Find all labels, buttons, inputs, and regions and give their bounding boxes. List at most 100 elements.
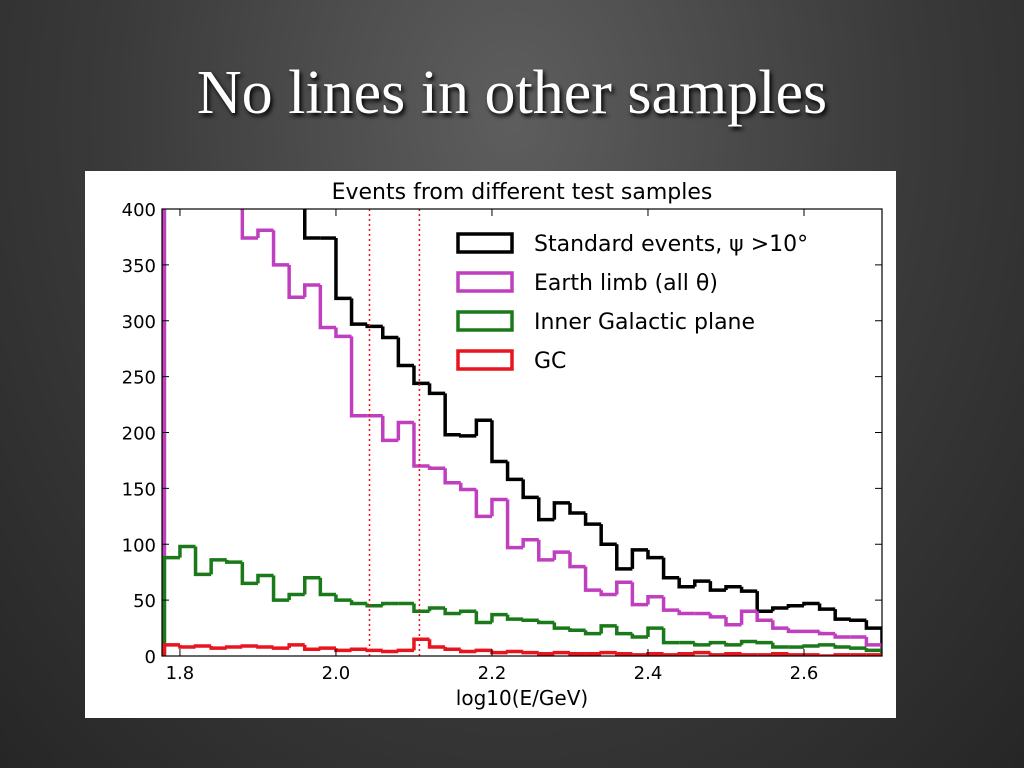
y-tick-label: 0 <box>145 647 156 668</box>
histogram-step <box>693 579 711 587</box>
histogram-step <box>615 625 633 636</box>
histogram-step <box>211 30 227 64</box>
histogram-step <box>334 327 352 339</box>
histogram-step <box>864 620 882 656</box>
histogram-step <box>224 559 243 564</box>
histogram-step <box>630 548 648 569</box>
histogram-step <box>303 209 321 240</box>
histogram-step <box>490 612 508 623</box>
histogram-step <box>271 230 290 267</box>
histogram-step <box>615 652 633 656</box>
histogram-step <box>178 644 196 649</box>
legend-swatch <box>456 271 514 293</box>
histogram-step <box>771 642 789 649</box>
histogram-step <box>242 86 258 108</box>
histogram-step <box>677 652 695 656</box>
histogram-step <box>661 653 680 656</box>
histogram-step <box>677 610 695 616</box>
histogram-step <box>537 539 555 562</box>
histogram-step <box>771 652 789 656</box>
histogram-step <box>505 461 524 482</box>
y-tick-label: 350 <box>122 256 156 277</box>
histogram-step <box>599 590 617 597</box>
histogram-step <box>755 640 773 645</box>
histogram-step <box>443 468 461 485</box>
histogram-step <box>661 628 680 645</box>
histogram-step <box>412 603 430 614</box>
histogram-step <box>349 647 368 652</box>
slide-title: No lines in other samples <box>196 59 828 127</box>
histogram-step <box>552 622 570 630</box>
histogram-step <box>396 337 414 368</box>
histogram-step <box>303 576 321 595</box>
y-tick-label: 150 <box>122 479 156 500</box>
legend-label: GC <box>534 349 566 374</box>
legend-label: Earth limb (all θ) <box>534 271 718 296</box>
histogram-step <box>568 552 586 569</box>
histogram-step <box>630 633 648 639</box>
histogram-step <box>287 592 305 601</box>
histogram-step <box>224 645 243 649</box>
histogram-step <box>583 566 602 592</box>
histogram-step <box>196 108 212 130</box>
histogram-step <box>724 642 742 647</box>
histogram-step <box>427 639 446 649</box>
legend-swatch <box>456 232 514 254</box>
histogram-step <box>162 643 180 656</box>
histogram-step <box>381 326 399 340</box>
histogram-step <box>240 644 258 648</box>
histogram-step <box>552 501 570 520</box>
histogram-step <box>583 630 602 636</box>
histogram-step <box>802 644 820 648</box>
histogram-step <box>490 497 508 517</box>
histogram-step <box>227 64 243 86</box>
histogram-step <box>256 645 274 649</box>
histogram-step <box>677 577 695 589</box>
histogram-step <box>274 131 290 153</box>
x-axis-label: log10(E/GeV) <box>456 686 588 710</box>
y-tick-label: 50 <box>133 591 156 612</box>
histogram-step <box>849 618 867 622</box>
histogram-step <box>318 284 336 330</box>
y-tick-label: 100 <box>122 535 156 556</box>
histogram-step <box>209 558 227 575</box>
legend-label: Standard events, ψ >10° <box>534 232 808 257</box>
histogram-step <box>256 228 274 239</box>
histogram-step <box>739 639 758 645</box>
y-tick-label: 200 <box>122 424 156 445</box>
histogram-step <box>256 573 274 584</box>
histogram-step <box>427 606 446 612</box>
histogram-step <box>786 603 804 608</box>
histogram-step <box>817 631 836 636</box>
histogram-step <box>771 620 789 630</box>
histogram-step <box>817 603 836 611</box>
histogram-step <box>381 601 399 606</box>
histogram-step <box>474 611 492 625</box>
x-tick-label: 2.2 <box>478 663 507 684</box>
histogram-step <box>739 586 758 593</box>
histogram-step <box>708 581 726 592</box>
x-tick-label: 2.0 <box>322 663 351 684</box>
histogram-step <box>599 650 617 655</box>
histogram-step <box>427 466 446 471</box>
histogram-step <box>303 283 321 298</box>
histogram-step <box>287 264 305 300</box>
histogram-step <box>334 594 352 602</box>
histogram-step <box>755 611 773 622</box>
x-tick-label: 1.8 <box>166 663 195 684</box>
histogram-step <box>318 577 336 597</box>
y-tick-label: 400 <box>122 200 156 221</box>
histogram-step <box>833 644 851 649</box>
histogram-step <box>474 489 492 519</box>
histogram-step <box>599 524 617 546</box>
histogram-step <box>537 652 555 656</box>
histogram-step <box>724 584 742 591</box>
histogram-step <box>568 628 586 633</box>
histogram-step <box>568 652 586 656</box>
histogram-step <box>802 601 820 606</box>
y-tick-label: 250 <box>122 368 156 389</box>
histogram-step <box>661 596 680 612</box>
histogram-step <box>866 653 882 656</box>
x-tick-label: 2.6 <box>790 663 819 684</box>
